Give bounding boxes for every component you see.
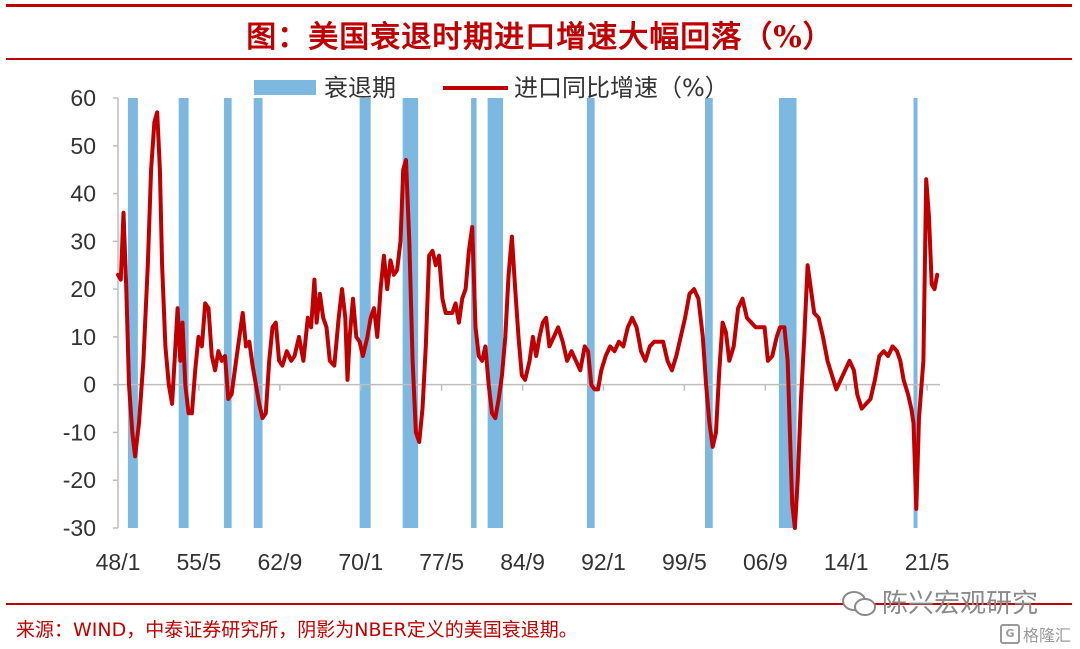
x-tick-label-0: 48/1	[96, 549, 141, 575]
recession-band-7	[487, 98, 504, 528]
y-tick-label-0: 60	[70, 85, 96, 111]
recession-band-1	[178, 98, 189, 528]
y-tick-label-9: -30	[63, 515, 96, 541]
source-note: 来源：WIND，中泰证券研究所，阴影为NBER定义的美国衰退期。	[16, 619, 578, 641]
recession-band-9	[704, 98, 713, 528]
x-tick-label-4: 77/5	[419, 549, 464, 575]
legend: 衰退期 进口同比增速（%）	[254, 74, 729, 102]
legend-label-recession: 衰退期	[324, 74, 396, 102]
y-tick-label-2: 40	[70, 181, 96, 207]
title-rule	[6, 58, 1072, 60]
watermark: 陈兴宏观研究	[842, 583, 1038, 620]
x-tick-label-3: 70/1	[338, 549, 383, 575]
y-tick-label-5: 10	[70, 324, 96, 350]
recession-band-3	[253, 98, 263, 528]
y-tick-label-6: 0	[83, 372, 96, 398]
x-tick-label-5: 84/9	[500, 549, 545, 575]
x-tick-label-8: 06/9	[743, 549, 788, 575]
g-logo-icon: G	[1000, 624, 1020, 644]
recession-band-10	[778, 98, 797, 528]
gelonghui-text: 格隆汇	[1023, 626, 1072, 645]
y-tick-label-1: 50	[70, 133, 96, 159]
y-tick-label-7: -10	[63, 419, 96, 445]
wechat-icon	[842, 589, 876, 616]
series-line-0	[116, 110, 940, 530]
y-tick-label-3: 30	[70, 228, 96, 254]
recession-band-11	[913, 98, 918, 528]
recession-band-2	[223, 98, 232, 528]
chart-title: 图：美国衰退时期进口增速大幅回落（%）	[246, 20, 834, 55]
x-tick-label-7: 99/5	[662, 549, 707, 575]
recession-band-4	[359, 98, 371, 528]
y-tick-label-8: -20	[63, 467, 96, 493]
x-tick-label-2: 62/9	[257, 549, 302, 575]
top-rule	[6, 4, 1072, 7]
recession-band-0	[127, 98, 138, 528]
watermark-text: 陈兴宏观研究	[882, 589, 1039, 619]
y-tick-label-4: 20	[70, 276, 96, 302]
legend-label-imports: 进口同比增速（%）	[514, 74, 729, 102]
x-tick-label-9: 14/1	[824, 549, 869, 575]
bottom-rule	[6, 603, 1072, 605]
series-lines	[116, 110, 940, 530]
x-tick-label-1: 55/5	[176, 549, 221, 575]
x-tick-label-10: 21/5	[905, 549, 950, 575]
legend-swatch-recession	[254, 80, 316, 95]
recession-band-8	[586, 98, 595, 528]
gelonghui-logo: G 格隆汇	[1000, 622, 1071, 646]
x-tick-label-6: 92/1	[581, 549, 626, 575]
